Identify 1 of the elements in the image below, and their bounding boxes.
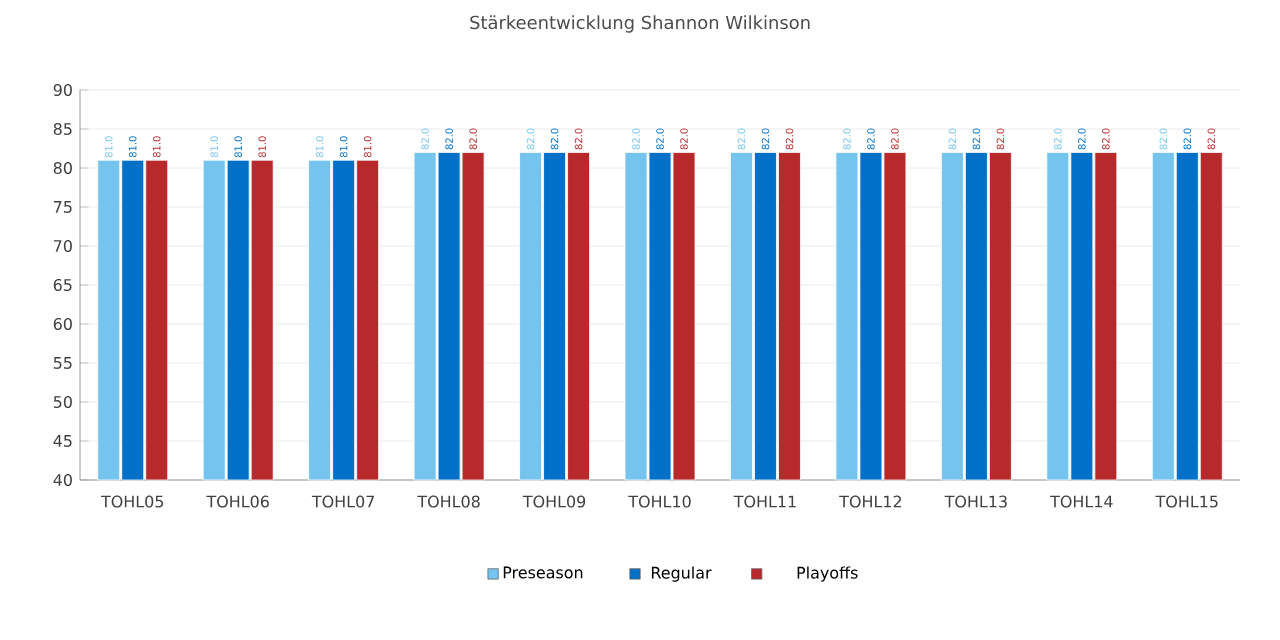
chart-title: Stärkeentwicklung Shannon Wilkinson <box>470 15 810 33</box>
